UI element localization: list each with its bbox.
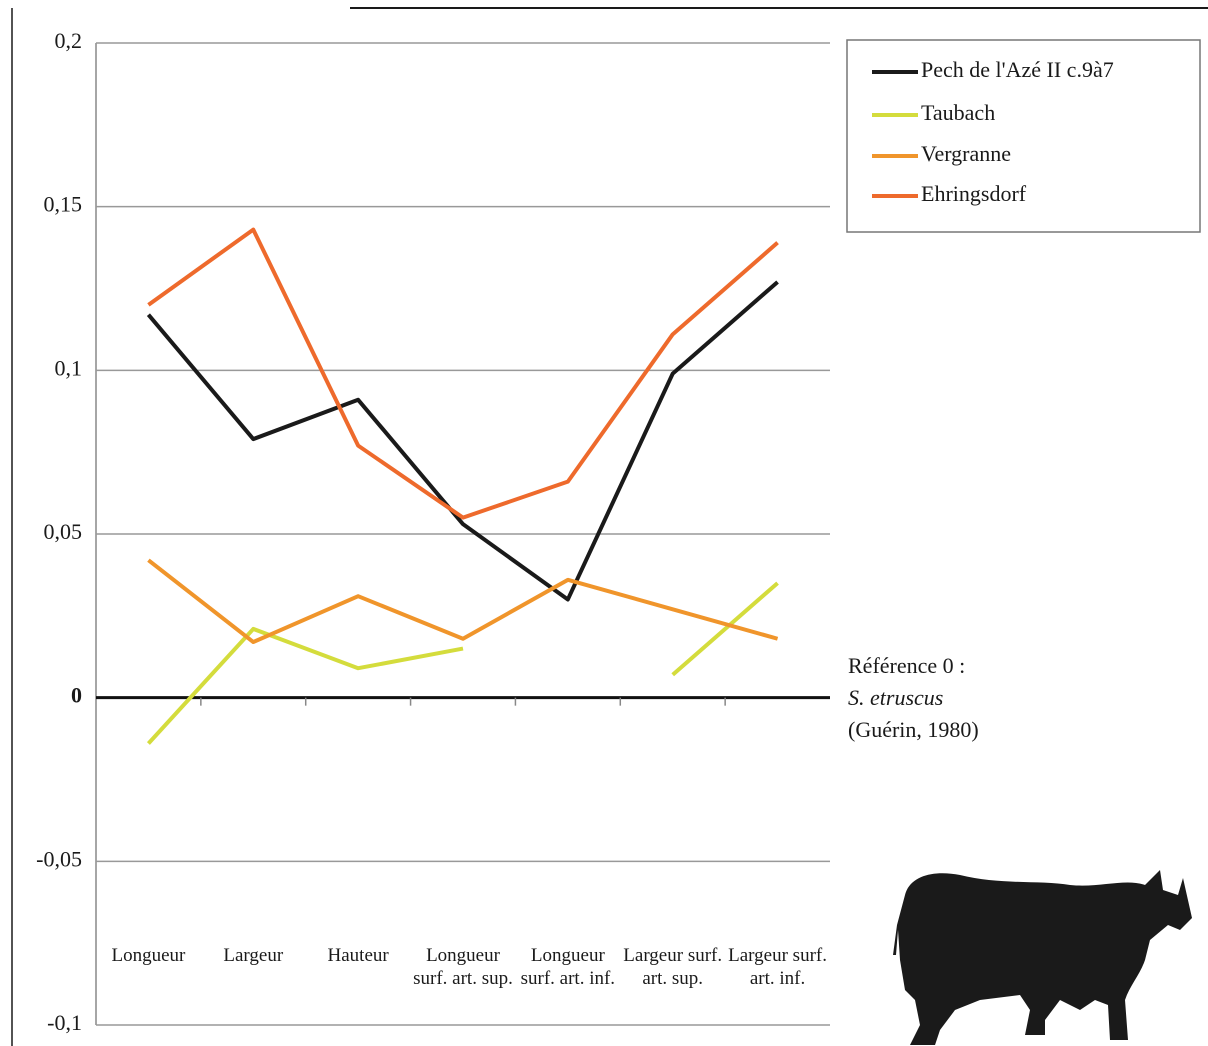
x-tick-label: Hauteur (327, 945, 389, 966)
y-tick-label: 0,05 (44, 519, 83, 544)
legend-label: Pech de l'Azé II c.9à7 (921, 57, 1114, 82)
x-tick-label: Largeur surf. art. sup. (623, 945, 723, 989)
y-tick-label: 0,1 (55, 355, 83, 380)
series-line (146, 581, 779, 745)
annotation: S. etruscus (848, 685, 944, 710)
series-line (147, 558, 779, 645)
y-tick-label: -0,05 (36, 846, 82, 871)
y-tick-label: -0,1 (47, 1010, 82, 1035)
series-line (146, 280, 779, 602)
y-tick-label: 0,15 (44, 192, 83, 217)
y-tick-label: 0,2 (55, 28, 83, 53)
x-tick-label: Largeur surf. art. inf. (728, 945, 827, 989)
annotation: (Guérin, 1980) (848, 717, 979, 742)
legend-label: Ehringsdorf (921, 181, 1027, 206)
annotation: Référence 0 : (848, 653, 966, 678)
legend-label: Taubach (921, 100, 995, 125)
rhino-silhouette (893, 870, 1192, 1045)
x-tick-label: Longueur (111, 945, 186, 966)
x-tick-label: Longueur surf. art. inf. (520, 945, 616, 989)
x-tick-label: Longueur surf. art. sup. (413, 945, 513, 989)
y-tick-label: 0 (71, 683, 82, 708)
legend-label: Vergranne (921, 141, 1011, 166)
series-line (147, 227, 779, 520)
x-tick-label: Largeur (223, 945, 284, 966)
